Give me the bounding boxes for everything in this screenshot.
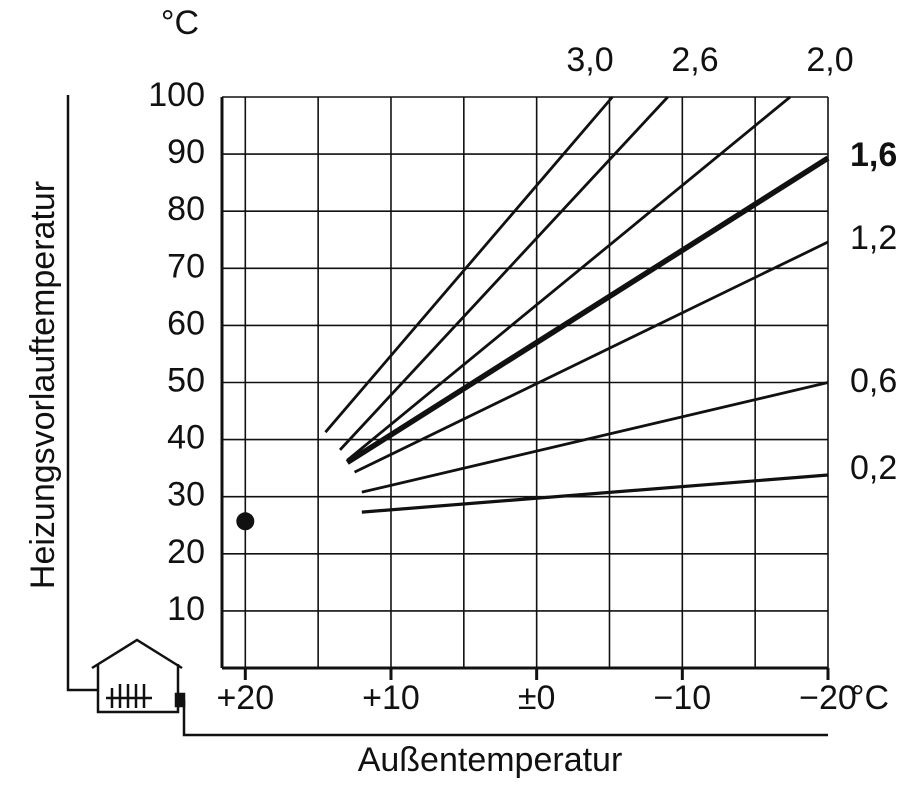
series-line [345, 155, 830, 465]
y-tick-label: 40 [167, 419, 205, 457]
y-tick-label: 80 [167, 190, 205, 228]
x-tick-label: −20 [799, 679, 857, 717]
series-line [346, 95, 792, 462]
series-label: 2,0 [806, 41, 853, 79]
series-label: 0,2 [850, 449, 897, 487]
series-line [338, 96, 669, 451]
y-tick-label: 60 [167, 304, 205, 342]
x-unit: °C [851, 679, 889, 717]
y-tick-label: 50 [167, 361, 205, 399]
x-tick-label: ±0 [518, 679, 556, 717]
y-tick-label: 10 [167, 590, 205, 628]
series-label: 1,6 [850, 136, 897, 174]
marker-point [236, 512, 255, 531]
series-line [361, 473, 829, 514]
series-label: 1,2 [850, 219, 897, 257]
series-line [324, 96, 614, 434]
y-unit: °C [161, 4, 199, 42]
house-icon [66, 95, 828, 737]
y-tick-label: 70 [167, 247, 205, 285]
y-tick-label: 90 [167, 133, 205, 171]
y-tick-label: 100 [148, 76, 205, 114]
y-tick-label: 30 [167, 476, 205, 514]
series-label: 0,6 [850, 362, 897, 400]
series-label: 2,6 [671, 41, 718, 79]
x-tick-label: +10 [362, 679, 420, 717]
x-tick-label: −10 [653, 679, 711, 717]
x-tick-label: +20 [216, 679, 274, 717]
series-line [361, 381, 829, 494]
series-label: 3,0 [566, 41, 613, 79]
x-axis-label: Außentemperatur [358, 741, 623, 779]
y-axis-label: Heizungsvorlauftemperatur [24, 181, 62, 589]
series-line [353, 240, 829, 474]
y-tick-label: 20 [167, 533, 205, 571]
